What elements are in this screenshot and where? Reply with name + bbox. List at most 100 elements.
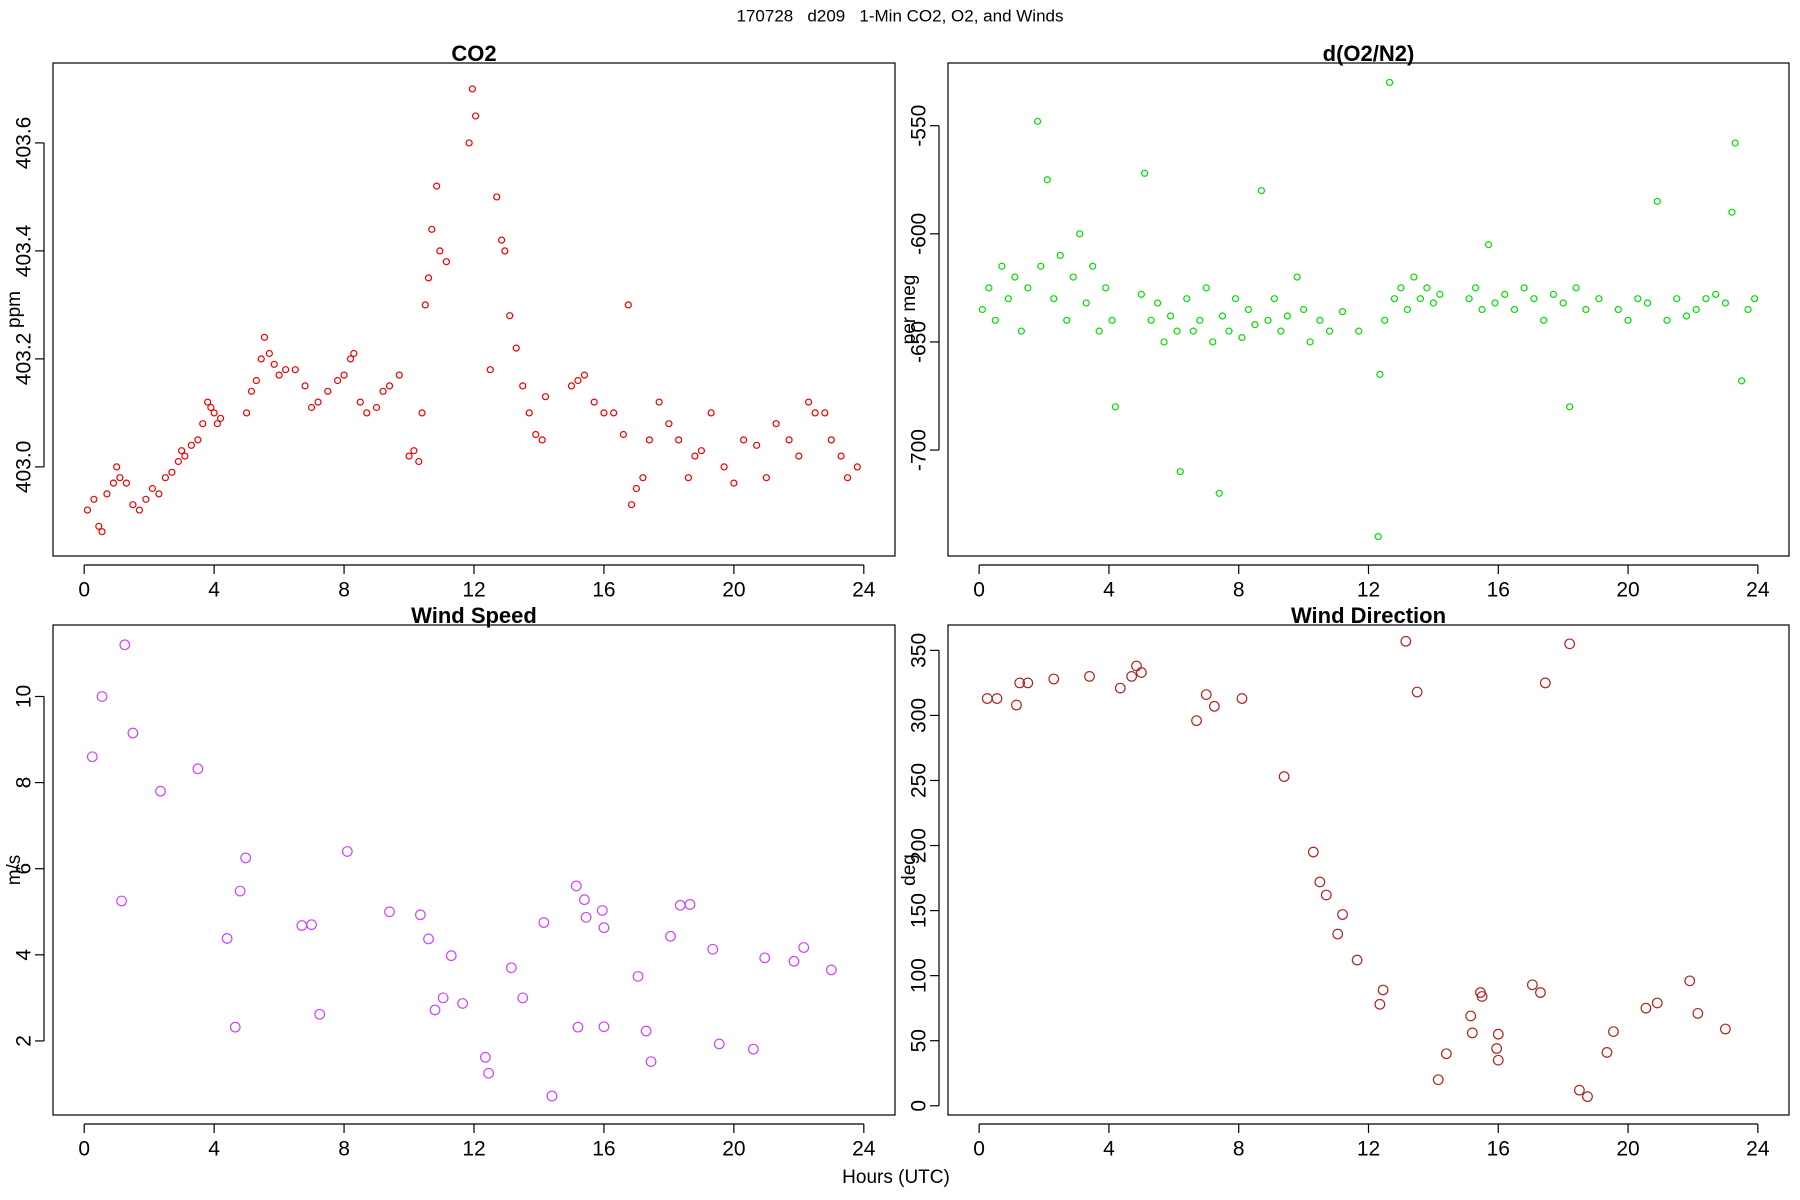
- point: [1643, 299, 1652, 307]
- point: [363, 409, 371, 417]
- x-tick-label: 8: [338, 1138, 350, 1161]
- point: [135, 506, 144, 514]
- x-tick-label: 4: [208, 1138, 220, 1161]
- point: [570, 880, 582, 892]
- point: [385, 382, 394, 390]
- point: [113, 463, 121, 471]
- point: [1173, 327, 1181, 335]
- point: [1355, 327, 1363, 335]
- point: [632, 484, 641, 493]
- point: [1017, 327, 1025, 335]
- point: [1692, 1007, 1704, 1019]
- point: [1337, 909, 1348, 920]
- point: [998, 262, 1006, 270]
- point: [424, 274, 433, 282]
- x-tick-label: 4: [208, 579, 220, 602]
- point: [1306, 338, 1314, 346]
- point: [109, 479, 118, 487]
- point: [1374, 998, 1386, 1010]
- point: [498, 236, 506, 244]
- point: [1320, 889, 1332, 901]
- x-tick-label: 12: [1357, 1138, 1380, 1161]
- point: [1492, 1054, 1504, 1066]
- plot-box: [52, 62, 896, 557]
- point: [421, 301, 429, 309]
- point: [772, 420, 780, 428]
- point: [759, 952, 771, 964]
- point: [142, 495, 150, 503]
- point: [493, 193, 501, 201]
- point: [1640, 1002, 1652, 1014]
- point: [301, 382, 309, 390]
- point: [1208, 700, 1220, 712]
- plot-box: [947, 624, 1790, 1116]
- x-tick-label: 0: [78, 579, 90, 602]
- point: [247, 387, 256, 395]
- point: [127, 727, 139, 739]
- point: [991, 693, 1003, 704]
- point: [1278, 771, 1290, 782]
- point: [1530, 295, 1538, 303]
- point: [740, 436, 748, 444]
- point: [314, 398, 322, 406]
- point: [1423, 284, 1431, 292]
- point: [346, 355, 355, 363]
- point: [753, 441, 761, 449]
- point: [1189, 327, 1197, 335]
- y-axis-label: m/s: [4, 855, 25, 886]
- y-tick-label: 0: [908, 1100, 931, 1112]
- point: [181, 452, 189, 460]
- point: [1069, 273, 1077, 281]
- point: [713, 1038, 725, 1050]
- point: [1154, 299, 1162, 307]
- point: [1063, 316, 1071, 324]
- point: [221, 933, 233, 944]
- x-axis-line: [979, 556, 1758, 565]
- point: [675, 436, 683, 444]
- point: [525, 409, 533, 417]
- point: [155, 785, 166, 797]
- point: [252, 376, 260, 385]
- y-tick-label: 10: [13, 685, 36, 708]
- point: [307, 403, 316, 412]
- point: [843, 474, 852, 482]
- point: [1728, 208, 1736, 216]
- point: [1126, 670, 1138, 682]
- y-tick-label: 300: [908, 698, 931, 733]
- point: [1022, 677, 1034, 689]
- point: [324, 387, 332, 395]
- point: [296, 920, 308, 931]
- point: [234, 885, 246, 897]
- point: [1176, 468, 1184, 476]
- point: [610, 409, 618, 417]
- point: [457, 998, 469, 1009]
- plot-box: [52, 624, 896, 1116]
- x-axis-line: [84, 1115, 864, 1124]
- point: [116, 474, 124, 482]
- panel: d(O2/N2) per meg 0 4 8 12 16 20 24 -700 -650 -600 -5…: [899, 41, 1790, 602]
- chart-title: d(O2/N2): [1323, 41, 1415, 66]
- point: [429, 1004, 441, 1016]
- point: [1135, 667, 1147, 678]
- x-tick-label: 12: [1357, 579, 1380, 602]
- point: [532, 430, 540, 439]
- y-tick-label: 2: [13, 1035, 36, 1047]
- panel: Wind Direction deg 0 4 8 12 16 20 24 0 50 100 150 200…: [899, 603, 1790, 1161]
- point: [306, 919, 317, 931]
- point: [590, 398, 598, 406]
- point: [747, 1043, 759, 1055]
- point: [433, 182, 441, 190]
- x-axis-line: [84, 556, 864, 565]
- point: [538, 917, 550, 928]
- x-tick-label: 20: [722, 579, 745, 602]
- point: [1526, 979, 1538, 991]
- point: [1510, 305, 1519, 314]
- point: [1351, 954, 1363, 966]
- point: [210, 409, 218, 417]
- x-tick-label: 4: [1103, 579, 1115, 602]
- point: [1137, 290, 1145, 298]
- point: [1307, 846, 1319, 858]
- point: [627, 501, 636, 509]
- x-tick-label: 16: [1487, 579, 1510, 602]
- point: [1465, 295, 1473, 303]
